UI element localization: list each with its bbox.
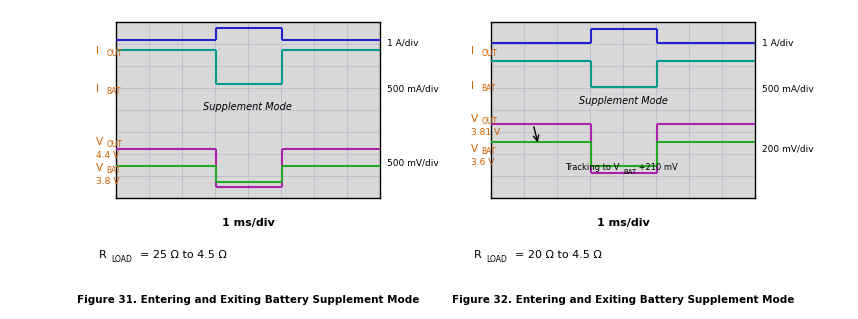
Text: V: V bbox=[471, 114, 478, 124]
Text: Tracking to V: Tracking to V bbox=[565, 163, 619, 173]
Text: I: I bbox=[471, 81, 474, 91]
Text: 3.81 V: 3.81 V bbox=[471, 128, 500, 137]
Text: BAT: BAT bbox=[623, 169, 637, 175]
Text: 500 mA/div: 500 mA/div bbox=[387, 85, 438, 93]
Text: Supplement Mode: Supplement Mode bbox=[203, 101, 293, 112]
Text: 200 mV/div: 200 mV/div bbox=[762, 144, 813, 153]
Text: V: V bbox=[471, 144, 478, 154]
Text: OUT: OUT bbox=[481, 117, 498, 126]
Text: 1 A/div: 1 A/div bbox=[387, 39, 419, 48]
Text: = 20 Ω to 4.5 Ω: = 20 Ω to 4.5 Ω bbox=[515, 250, 601, 260]
Text: BAT: BAT bbox=[106, 87, 121, 96]
Text: LOAD: LOAD bbox=[486, 256, 507, 264]
Text: OUT: OUT bbox=[106, 140, 123, 149]
Text: Supplement Mode: Supplement Mode bbox=[578, 96, 668, 106]
Text: LOAD: LOAD bbox=[112, 256, 132, 264]
Text: 1 ms/div: 1 ms/div bbox=[596, 218, 650, 228]
Text: 500 mV/div: 500 mV/div bbox=[387, 158, 438, 167]
Text: 1 ms/div: 1 ms/div bbox=[221, 218, 275, 228]
Text: I: I bbox=[471, 46, 474, 56]
Text: 4.4 V: 4.4 V bbox=[96, 151, 119, 160]
Text: = 25 Ω to 4.5 Ω: = 25 Ω to 4.5 Ω bbox=[140, 250, 227, 260]
Text: OUT: OUT bbox=[106, 48, 123, 58]
Text: BAT: BAT bbox=[106, 166, 121, 175]
Text: 3.6 V: 3.6 V bbox=[471, 158, 494, 167]
Text: R: R bbox=[99, 250, 106, 260]
Text: R: R bbox=[474, 250, 481, 260]
Text: BAT: BAT bbox=[481, 84, 496, 93]
Text: 1 A/div: 1 A/div bbox=[762, 39, 794, 48]
Text: Figure 31. Entering and Exiting Battery Supplement Mode: Figure 31. Entering and Exiting Battery … bbox=[76, 295, 419, 305]
Text: V: V bbox=[96, 163, 103, 173]
Text: I: I bbox=[96, 84, 99, 94]
Text: OUT: OUT bbox=[481, 48, 498, 58]
Text: I: I bbox=[96, 46, 99, 56]
Text: +210 mV: +210 mV bbox=[636, 163, 678, 173]
Text: V: V bbox=[96, 137, 103, 147]
Text: 3.8 V: 3.8 V bbox=[96, 177, 119, 187]
Text: 500 mA/div: 500 mA/div bbox=[762, 85, 813, 93]
Text: Figure 32. Entering and Exiting Battery Supplement Mode: Figure 32. Entering and Exiting Battery … bbox=[452, 295, 795, 305]
Text: BAT: BAT bbox=[481, 147, 496, 156]
